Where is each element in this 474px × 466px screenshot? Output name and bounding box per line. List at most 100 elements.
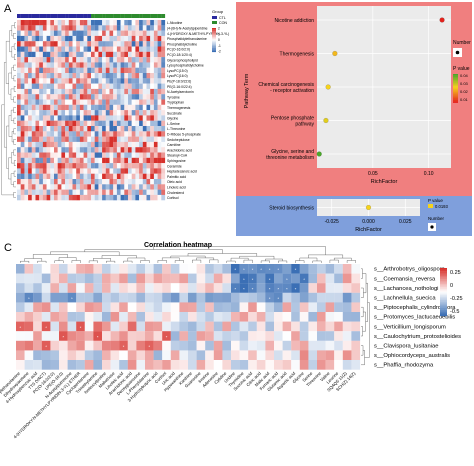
heatmap-cell [39, 141, 43, 148]
correlation-cell [67, 273, 77, 284]
heatmap-cell [46, 152, 51, 158]
heatmap-cell [79, 147, 84, 153]
heatmap-cell [109, 189, 114, 195]
heatmap-cell [28, 67, 32, 74]
heatmap-cell [42, 157, 47, 164]
heatmap-cell [102, 115, 106, 121]
heatmap-cell [98, 179, 103, 185]
heatmap-cell [131, 78, 136, 84]
heatmap-cell [76, 179, 80, 185]
heatmap-cell [20, 104, 25, 111]
heatmap-cell [150, 184, 154, 190]
significance-mark: * [269, 296, 271, 301]
dendrogram-branch [174, 260, 184, 263]
heatmap-cell [20, 25, 25, 31]
group-bar-cell [17, 14, 21, 18]
heatmap-cell [42, 152, 47, 158]
heatmap-cell [105, 110, 110, 116]
heatmap-cell [31, 67, 36, 74]
significance-mark: * [252, 267, 254, 272]
correlation-cell [145, 264, 154, 274]
heatmap-cell [87, 168, 92, 174]
heatmap-cell [105, 62, 110, 68]
scale-swatch [440, 280, 447, 283]
correlation-cell [41, 273, 51, 284]
heatmap-cell [76, 157, 80, 164]
dendrogram-branch [33, 254, 68, 259]
heatmap-cell [54, 62, 58, 68]
heatmap-cell [20, 179, 25, 185]
correlation-cell [342, 350, 352, 361]
heatmap-cell [124, 168, 129, 174]
species-label: s__Arthrobotrys_oligospora [374, 267, 446, 273]
heatmap-cell [120, 120, 125, 127]
heatmap-cell [124, 115, 129, 121]
heatmap-cell [128, 173, 132, 180]
heatmap-cell [17, 67, 21, 74]
heatmap-cell [28, 184, 32, 190]
heatmap-cell [54, 41, 58, 47]
scale-tick-label: -2 [218, 50, 221, 54]
heatmap-cell [76, 99, 80, 105]
heatmap-cell [35, 51, 40, 58]
correlation-cell [351, 302, 361, 313]
heatmap-cell [31, 73, 36, 79]
correlation-cell [127, 350, 137, 361]
heatmap-cell [105, 131, 110, 137]
heatmap-cell [153, 184, 158, 190]
correlation-cell [179, 302, 189, 313]
heatmap-cell [113, 189, 117, 195]
heatmap-cell [146, 25, 151, 31]
heatmap-cell [28, 35, 32, 42]
heatmap-cell [17, 78, 21, 84]
correlation-cell [84, 283, 94, 293]
heatmap-cell [120, 51, 125, 58]
correlation-cell [179, 360, 189, 370]
heatmap-cell [105, 83, 110, 89]
correlation-cell [222, 350, 232, 361]
pathway-label: threonine metabolism [266, 155, 314, 161]
heatmap-cell [57, 57, 62, 63]
pathway-label: Glycine, serine and [271, 149, 314, 155]
correlation-cell [110, 302, 120, 313]
panel-a-group-bar [17, 14, 166, 18]
heatmap-cell [94, 163, 99, 169]
heatmap-cell [157, 173, 162, 180]
heatmap-cell [83, 57, 88, 63]
correlation-cell [16, 302, 25, 313]
heatmap-cell [113, 30, 117, 36]
correlation-cell [136, 264, 146, 274]
row-label: Palmitic acid [167, 175, 186, 179]
x-tick-label: 0.025 [399, 219, 412, 225]
heatmap-cell [24, 126, 29, 132]
heatmap-cell [79, 131, 84, 137]
heatmap-cell [128, 25, 132, 31]
correlation-cell [50, 264, 60, 274]
heatmap-cell [72, 110, 77, 116]
heatmap-cell [157, 168, 162, 174]
heatmap-cell [139, 141, 143, 148]
heatmap-cell [83, 83, 88, 89]
heatmap-cell [17, 184, 21, 190]
dendrogram-branch [334, 257, 352, 261]
dendrogram-branch [361, 307, 364, 317]
heatmap-cell [54, 30, 58, 36]
heatmap-cell [87, 189, 92, 195]
heatmap-cell [135, 67, 140, 74]
correlation-cell [239, 331, 249, 341]
heatmap-cell [128, 94, 132, 100]
heatmap-cell [72, 88, 77, 95]
heatmap-cell [109, 179, 114, 185]
heatmap-cell [153, 94, 158, 100]
heatmap-cell [39, 179, 43, 185]
heatmap-cell [113, 131, 117, 137]
heatmap-cell [79, 110, 84, 116]
heatmap-cell [153, 67, 158, 74]
correlation-cell [102, 283, 111, 293]
row-label: Glycine [167, 117, 178, 121]
significance-mark: * [243, 267, 245, 272]
pvalue-scale-swatch [453, 87, 458, 89]
heatmap-cell [31, 147, 36, 153]
correlation-cell [179, 283, 189, 293]
heatmap-cell [128, 194, 132, 201]
